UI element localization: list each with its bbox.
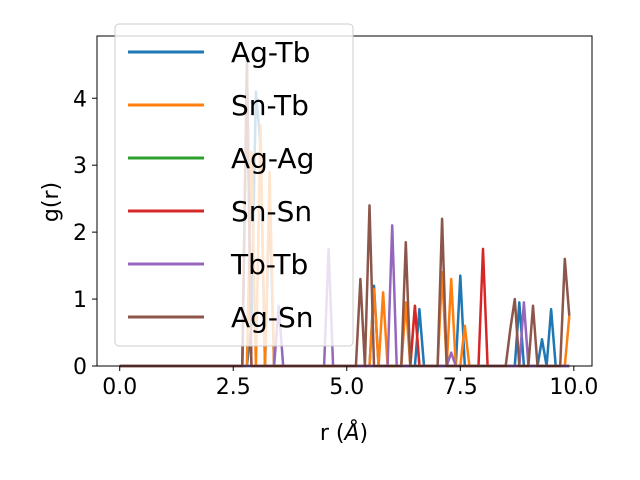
x-tick-label: 10.0 xyxy=(549,375,598,400)
x-tick-label: 0.0 xyxy=(102,375,137,400)
legend-label-sn-sn: Sn-Sn xyxy=(231,195,312,228)
legend-label-ag-tb: Ag-Tb xyxy=(231,36,310,69)
y-tick-label: 1 xyxy=(73,288,87,313)
y-tick-label: 3 xyxy=(73,154,87,179)
y-tick-label: 0 xyxy=(73,355,87,380)
y-tick-label: 2 xyxy=(73,221,87,246)
y-axis-label: g(r) xyxy=(39,182,64,222)
legend-label-sn-tb: Sn-Tb xyxy=(231,89,309,122)
x-tick-label: 7.5 xyxy=(443,375,478,400)
legend-box xyxy=(114,23,354,347)
y-axis-ticks: 0 1 2 3 4 xyxy=(73,87,97,380)
legend: Ag-Tb Sn-Tb Ag-Ag Sn-Sn Tb-Tb Ag-Sn xyxy=(114,23,354,347)
legend-label-ag-sn: Ag-Sn xyxy=(231,301,314,334)
x-tick-label: 5.0 xyxy=(329,375,364,400)
y-tick-label: 4 xyxy=(73,87,87,112)
x-axis-label: r (Å) xyxy=(320,419,368,446)
x-axis-ticks: 0.0 2.5 5.0 7.5 10.0 xyxy=(102,366,598,400)
legend-label-tb-tb: Tb-Tb xyxy=(230,248,308,281)
legend-label-ag-ag: Ag-Ag xyxy=(231,142,314,175)
x-tick-label: 2.5 xyxy=(216,375,251,400)
